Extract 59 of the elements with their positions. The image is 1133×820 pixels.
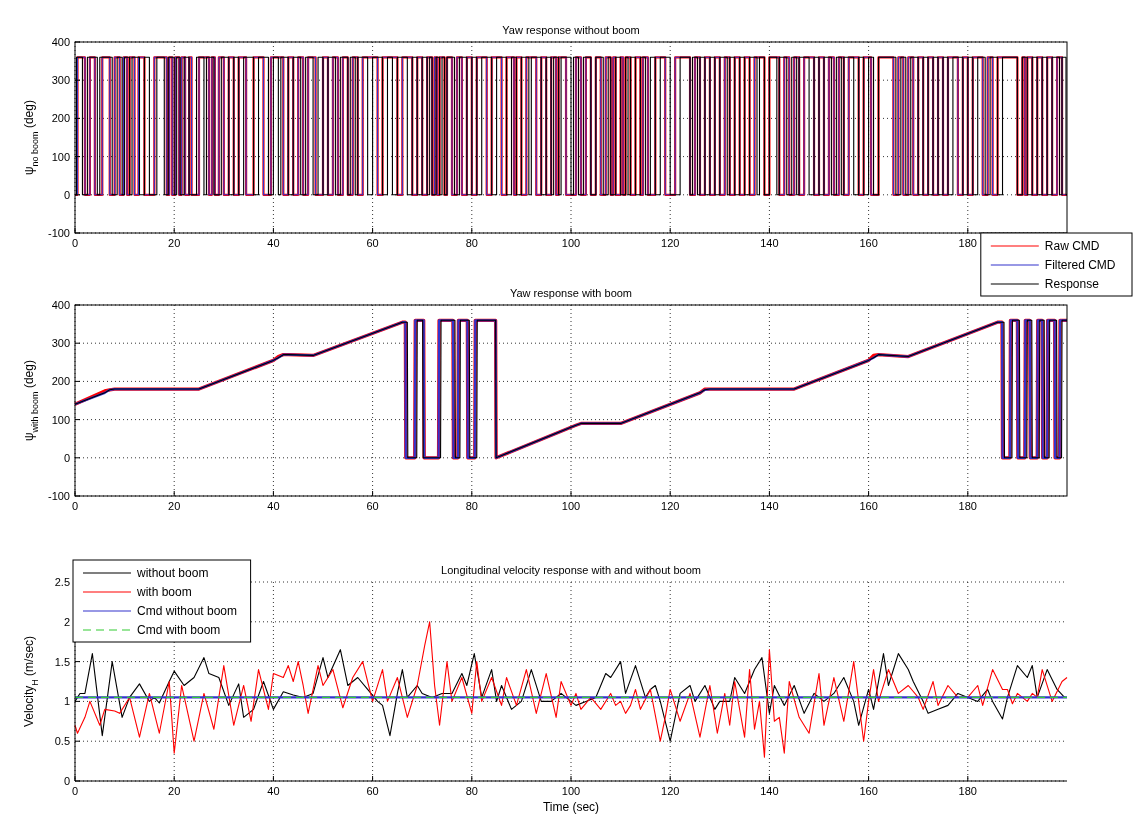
y-tick-label: 400 [51, 299, 70, 311]
y-tick-label: 400 [51, 36, 70, 48]
x-tick-label: 80 [465, 237, 478, 249]
y-tick-label: -100 [47, 227, 70, 239]
y-tick-label: 300 [51, 337, 70, 350]
x-tick-label: 180 [958, 237, 977, 249]
x-tick-label: 160 [859, 785, 878, 797]
y-tick-label: 200 [51, 112, 70, 125]
x-tick-label: 20 [168, 500, 181, 512]
x-tick-label: 100 [561, 500, 581, 512]
x-tick-label: 120 [661, 500, 680, 512]
x-tick-label: 0 [71, 785, 79, 797]
chart-title: Longitudinal velocity response with and without boom [441, 564, 701, 576]
y-tick-label: 0.5 [54, 735, 70, 748]
legend-label: with boom [136, 585, 192, 599]
x-tick-label: 40 [267, 500, 280, 512]
chart-title: Yaw response with boom [509, 287, 633, 299]
x-tick-label: 140 [760, 237, 779, 249]
x-axis-title: Time (sec) [542, 800, 600, 814]
x-tick-label: 100 [561, 237, 581, 249]
y-tick-label: 2 [63, 615, 70, 628]
y-tick-label: 100 [51, 413, 70, 426]
y-tick-label: 0 [63, 775, 70, 787]
x-tick-label: 160 [859, 237, 878, 249]
x-tick-label: 0 [71, 500, 79, 512]
x-tick-label: 140 [760, 785, 779, 797]
x-tick-label: 180 [958, 500, 977, 512]
x-tick-label: 160 [859, 500, 878, 512]
legend-label: Raw CMD [1044, 239, 1100, 253]
legend-label: Cmd with boom [137, 623, 221, 637]
legend-label: Response [1044, 277, 1100, 291]
x-tick-label: 40 [267, 237, 280, 249]
y-tick-label: 100 [51, 150, 70, 163]
x-tick-label: 80 [465, 500, 478, 512]
x-tick-label: 120 [661, 237, 680, 249]
y-tick-label: 2.5 [54, 576, 70, 588]
x-tick-label: 40 [267, 785, 280, 797]
x-tick-label: 60 [366, 785, 379, 797]
x-tick-label: 20 [168, 237, 181, 249]
legend-label: Filtered CMD [1044, 258, 1116, 272]
legend-label: Cmd without boom [137, 604, 238, 618]
x-tick-label: 180 [958, 785, 977, 797]
y-tick-label: 200 [51, 375, 70, 388]
y-tick-label: -100 [47, 490, 70, 502]
y-tick-label: 1.5 [54, 655, 70, 668]
x-tick-label: 100 [561, 785, 581, 797]
x-tick-label: 60 [366, 500, 379, 512]
chart-title: Yaw response without boom [502, 24, 640, 36]
x-tick-label: 20 [168, 785, 181, 797]
x-tick-label: 60 [366, 237, 379, 249]
x-tick-label: 120 [661, 785, 680, 797]
y-tick-label: 0 [63, 451, 70, 464]
x-tick-label: 140 [760, 500, 779, 512]
y-tick-label: 300 [51, 74, 70, 87]
y-tick-label: 0 [63, 188, 70, 201]
x-tick-label: 0 [71, 237, 79, 249]
legend-label: without boom [136, 566, 209, 580]
y-tick-label: 1 [63, 695, 70, 708]
x-tick-label: 80 [465, 785, 478, 797]
